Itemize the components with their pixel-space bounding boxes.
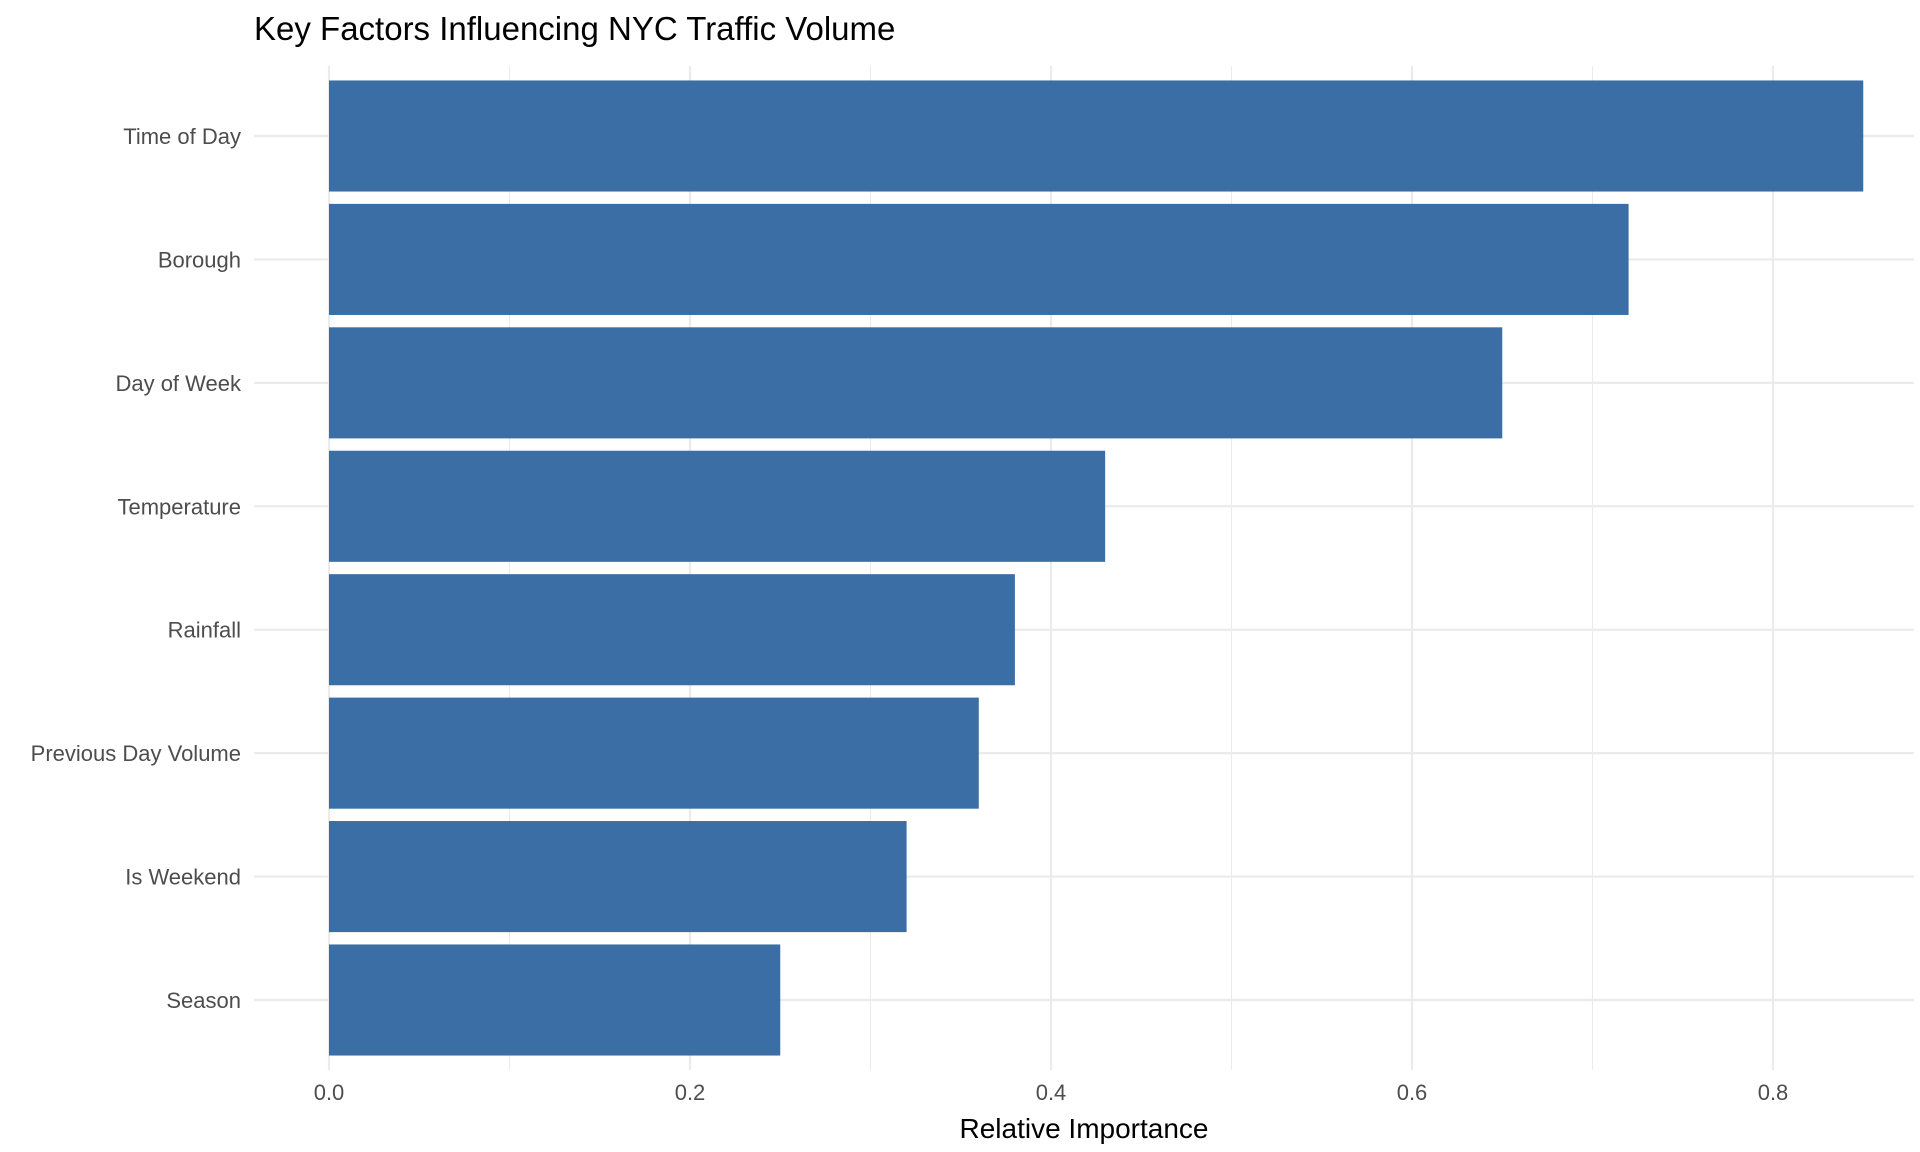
x-tick-label: 0.6	[1397, 1080, 1428, 1105]
x-axis-label: Relative Importance	[959, 1113, 1208, 1144]
bar	[329, 203, 1629, 315]
bar	[329, 821, 907, 933]
x-tick-label: 0.8	[1758, 1080, 1789, 1105]
chart-title: Key Factors Influencing NYC Traffic Volu…	[254, 10, 895, 47]
y-axis-ticks: Time of Day Borough Day of Week Temperature…	[31, 124, 242, 1013]
y-tick-label: Temperature	[117, 494, 241, 519]
bar	[329, 697, 979, 809]
y-tick-label: Season	[166, 988, 241, 1013]
bar	[329, 327, 1503, 439]
x-axis-ticks: 0.0 0.2 0.4 0.6 0.8	[314, 1080, 1789, 1105]
x-tick-label: 0.4	[1036, 1080, 1067, 1105]
y-tick-label: Rainfall	[168, 618, 241, 643]
bar	[329, 944, 781, 1056]
bars	[329, 80, 1864, 1056]
x-tick-label: 0.0	[314, 1080, 345, 1105]
bar	[329, 80, 1864, 192]
y-tick-label: Day of Week	[115, 371, 242, 396]
bar	[329, 450, 1106, 562]
y-tick-label: Previous Day Volume	[31, 741, 241, 766]
bar	[329, 574, 1015, 686]
y-tick-label: Borough	[158, 247, 241, 272]
y-tick-label: Time of Day	[123, 124, 241, 149]
y-tick-label: Is Weekend	[125, 865, 241, 890]
x-tick-label: 0.2	[675, 1080, 706, 1105]
